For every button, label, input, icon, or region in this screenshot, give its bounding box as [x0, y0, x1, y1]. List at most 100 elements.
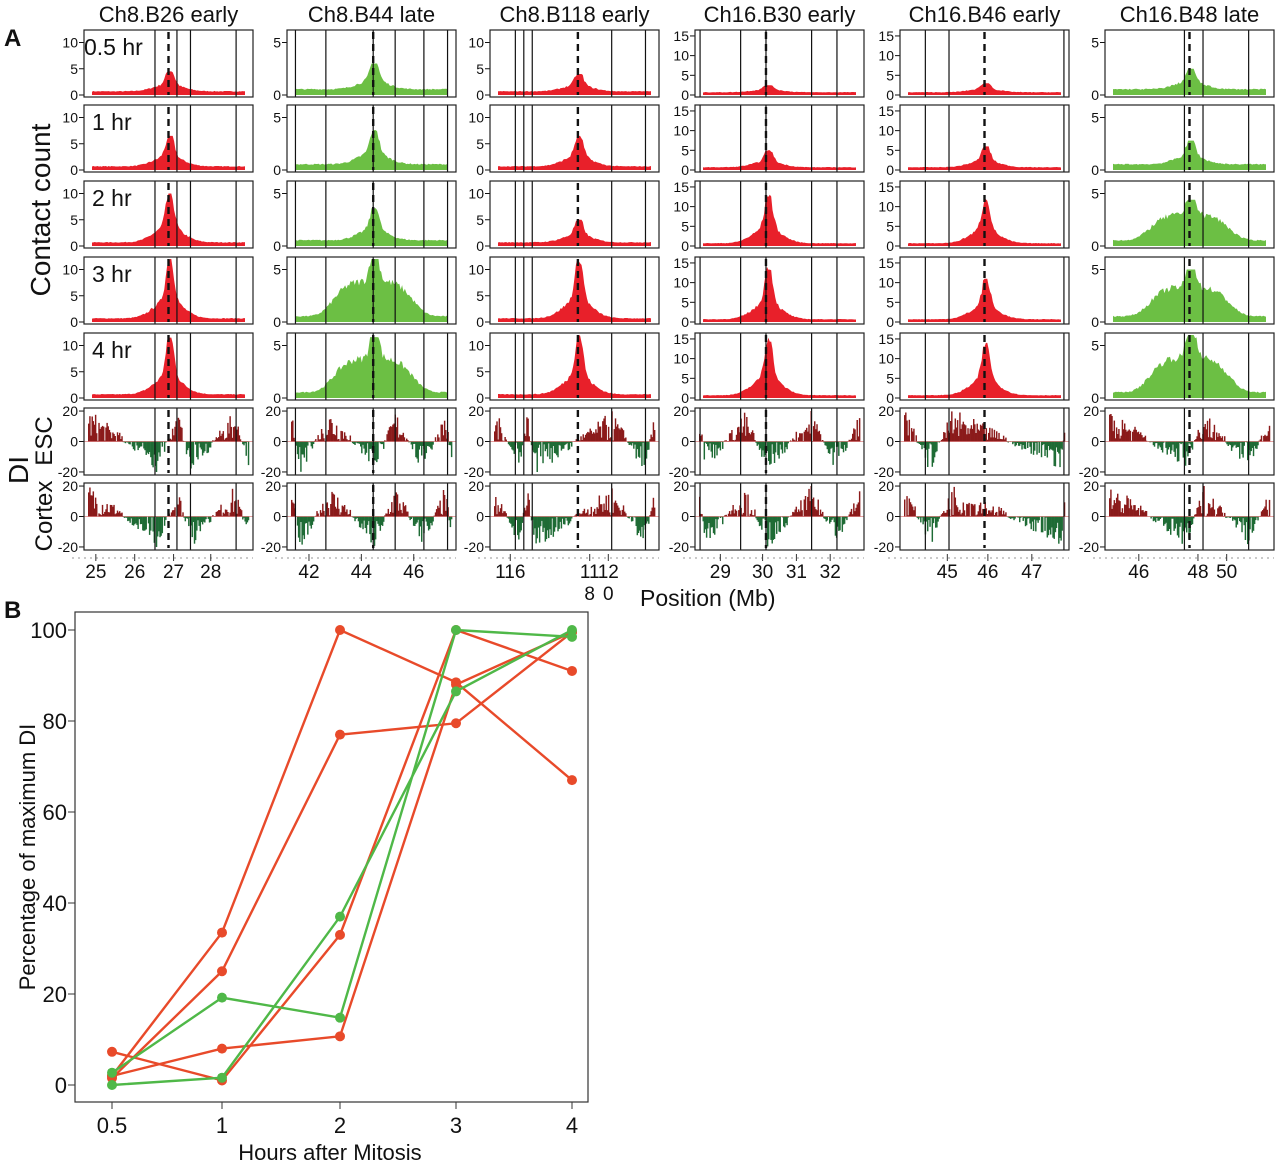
di-bar: [404, 440, 407, 442]
di-bar: [952, 433, 954, 442]
di-bar: [317, 513, 319, 517]
di-bar: [1190, 441, 1193, 448]
di-bar: [1236, 516, 1239, 525]
data-point: [451, 625, 461, 635]
di-bar: [246, 516, 249, 523]
y-tick-label: 15: [673, 28, 689, 44]
di-bar: [960, 428, 962, 442]
di-bar: [978, 505, 981, 517]
di-bar: [906, 420, 908, 442]
di-bar: [1153, 516, 1156, 521]
di-bar: [912, 431, 914, 442]
di-bar: [822, 511, 824, 517]
di-bar: [349, 509, 352, 517]
di-bar: [180, 426, 182, 442]
contact-area: [1113, 335, 1266, 398]
di-bar: [587, 509, 589, 517]
column-title: Ch16.B46 early: [909, 2, 1061, 27]
di-bar: [342, 438, 345, 442]
y-tick-label: 0: [70, 314, 78, 330]
di-bar: [449, 516, 452, 528]
di-bar: [855, 507, 857, 517]
position-axis-title: Position (Mb): [640, 585, 775, 611]
di-bar: [1040, 441, 1043, 458]
di-bar: [559, 441, 561, 446]
di-bar: [1058, 441, 1060, 454]
di-bar: [293, 437, 295, 442]
di-bar: [1217, 436, 1219, 442]
di-bar: [1048, 441, 1051, 451]
di-bar: [1263, 508, 1265, 517]
di-bar: [370, 441, 372, 449]
x-tick-label: 46: [403, 562, 424, 583]
di-bar: [340, 512, 342, 517]
y-tick-label: 15: [878, 28, 894, 44]
di-bar: [1203, 427, 1205, 442]
di-bar: [770, 441, 772, 464]
di-bar: [586, 512, 588, 517]
di-bar: [500, 433, 503, 442]
di-bar: [791, 515, 793, 517]
y-tick-label: 0: [1091, 238, 1099, 254]
y-tick-label: 5: [886, 218, 894, 234]
di-bar: [568, 441, 571, 450]
di-bar: [1219, 436, 1221, 442]
di-bar: [438, 507, 440, 517]
di-bar: [778, 516, 780, 532]
di-bar: [1119, 501, 1121, 517]
y-tick-label: 20: [673, 478, 689, 494]
di-bar: [973, 505, 975, 517]
di-bar: [161, 516, 164, 534]
di-bar: [760, 516, 762, 526]
di-bar: [838, 516, 840, 531]
di-bar: [781, 516, 784, 518]
di-bar: [641, 516, 643, 527]
di-bar: [1233, 441, 1235, 446]
di-bar: [599, 426, 602, 442]
di-bar: [347, 514, 349, 517]
di-bar: [992, 506, 994, 517]
di-bar: [116, 510, 119, 517]
x-tick-label: 116: [495, 562, 525, 583]
di-bar: [93, 508, 96, 517]
di-bar: [731, 430, 733, 442]
di-bar: [642, 516, 644, 539]
di-bar: [1265, 436, 1267, 442]
di-bar: [427, 441, 430, 447]
x-tick-label: 28: [200, 562, 221, 583]
di-bar: [710, 441, 712, 452]
di-bar: [323, 438, 325, 442]
contact-area: [498, 74, 651, 95]
di-bar: [230, 426, 233, 442]
di-bar: [320, 429, 323, 442]
di-bar: [992, 437, 994, 442]
di-bar: [1135, 429, 1137, 442]
di-bar: [236, 513, 238, 517]
di-bar: [1145, 440, 1148, 442]
di-bar: [913, 428, 915, 442]
di-bar: [1209, 504, 1211, 517]
di-bar: [349, 435, 352, 442]
di-bar: [90, 495, 92, 517]
di-bar: [550, 441, 552, 449]
di-bar: [904, 499, 906, 517]
di-bar: [833, 441, 835, 453]
panel-frame: [286, 104, 457, 173]
contact-area: [295, 337, 448, 398]
di-bar: [186, 441, 189, 451]
di-bar: [1176, 441, 1179, 462]
di-bar: [422, 441, 424, 446]
di-bar: [632, 516, 634, 522]
di-bar: [89, 487, 91, 517]
di-bar: [1264, 434, 1266, 442]
di-bar: [764, 516, 766, 521]
di-bar: [612, 440, 614, 442]
di-bar: [962, 421, 965, 442]
di-bar: [800, 500, 802, 517]
di-bar: [1020, 441, 1022, 444]
di-bar: [649, 515, 651, 517]
di-bar: [621, 509, 624, 517]
contact-panel: 05: [273, 332, 457, 406]
di-bar: [1138, 434, 1141, 442]
di-bar: [1216, 432, 1218, 442]
